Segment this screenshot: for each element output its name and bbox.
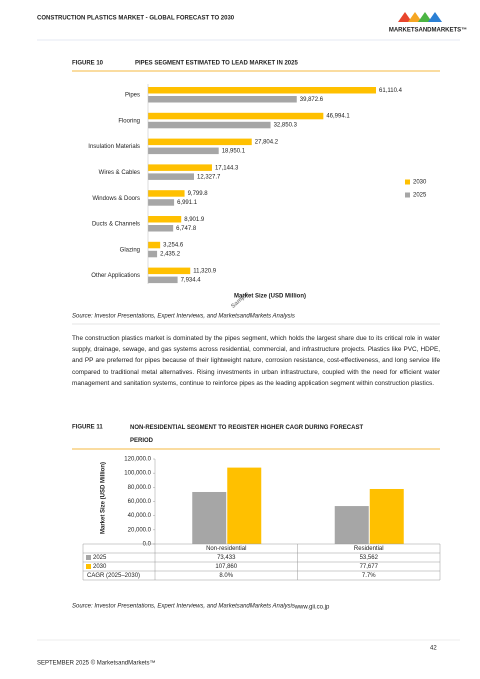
figure-label: FIGURE 11 [72, 425, 103, 431]
bar [148, 225, 174, 232]
value-label: 27,804.2 [255, 139, 279, 145]
title-line: NON-RESIDENTIAL SEGMENT TO REGISTER HIGH… [130, 425, 363, 431]
value-label: 61,110.4 [379, 88, 403, 94]
value-label: 2,435.2 [160, 252, 181, 258]
bar [192, 491, 227, 544]
bar [148, 267, 191, 275]
value-label: 18,950.1 [222, 148, 246, 154]
bar [148, 138, 252, 146]
bar [148, 216, 182, 223]
paragraph: The construction plastics market is domi… [72, 335, 440, 387]
legend-label: 2025 [413, 193, 427, 199]
category-label: Glazing [120, 247, 140, 253]
y-tick-label: 120,000.0 [124, 457, 151, 463]
category-label: Insulation Materials [88, 144, 140, 150]
category-label: Flooring [118, 118, 140, 124]
value-label: 8,901.9 [184, 217, 205, 223]
bar [148, 121, 271, 129]
value-label: 6,747.8 [176, 226, 197, 232]
bar [148, 241, 161, 249]
table-row-label: CAGR (2025–2030) [87, 573, 140, 579]
bar [227, 467, 262, 544]
table-cell: 73,433 [217, 555, 236, 561]
value-label: 6,991.1 [177, 200, 198, 206]
value-label: 17,144.3 [215, 165, 239, 171]
table-cell: 107,860 [215, 564, 237, 570]
bar [148, 87, 376, 94]
table-cell: 77,677 [360, 564, 379, 570]
table-cell: 8.0% [219, 573, 233, 579]
table-cell: 7.7% [362, 573, 376, 579]
bar [148, 96, 297, 103]
bar [369, 488, 404, 544]
table-cell: 53,562 [360, 555, 379, 561]
x-axis-label: Market Size (USD Million) [234, 294, 306, 300]
footer-text: SEPTEMBER 2025 © MarketsandMarkets™ [37, 660, 155, 667]
category-label: Ducts & Channels [92, 222, 140, 228]
value-label: 7,934.4 [181, 277, 202, 283]
source: Source: Investor Presentations, Expert I… [72, 314, 295, 320]
value-label: 3,254.6 [163, 243, 184, 249]
y-tick-label: 40,000.0 [128, 513, 152, 519]
category-label: Other Applications [91, 273, 140, 279]
bar [148, 250, 158, 258]
category-label: Wires & Cables [99, 170, 140, 176]
y-tick-label: 100,000.0 [124, 471, 151, 477]
header-title: CONSTRUCTION PLASTICS MARKET - GLOBAL FO… [37, 16, 235, 22]
legend-swatch [405, 192, 410, 198]
value-label: 11,320.9 [193, 268, 217, 274]
legend-label: 2030 [413, 180, 427, 186]
logo-icon [398, 12, 442, 22]
title-line: PERIOD [130, 438, 154, 444]
bar [148, 173, 194, 180]
legend-label: 2025 [93, 555, 107, 561]
table-header: Residential [354, 546, 384, 552]
figure-label: FIGURE 10 [72, 61, 104, 67]
bar [334, 506, 369, 544]
legend-label: 2030 [93, 564, 107, 570]
figure-title: PIPES SEGMENT ESTIMATED TO LEAD MARKET I… [135, 61, 298, 67]
y-tick-label: 60,000.0 [128, 499, 152, 505]
category-label: Windows & Doors [92, 196, 140, 202]
figure-title: NON-RESIDENTIAL SEGMENT TO REGISTER HIGH… [130, 425, 363, 444]
bar [148, 147, 219, 155]
bar [148, 199, 175, 206]
value-label: 32,850.3 [274, 123, 298, 129]
value-label: 9,799.8 [188, 191, 209, 197]
y-tick-label: 0.0 [143, 542, 152, 548]
bar [148, 164, 212, 171]
table-header: Non-residential [206, 546, 246, 552]
legend-swatch [86, 555, 91, 560]
category-label: Pipes [125, 93, 140, 99]
value-label: 39,872.6 [300, 97, 324, 103]
legend-swatch [405, 179, 410, 185]
value-label: 46,994.1 [326, 114, 350, 120]
y-tick-label: 20,000.0 [128, 527, 152, 533]
legend-swatch [86, 564, 91, 569]
source: Source: Investor Presentations, Expert I… [72, 604, 295, 610]
bar [148, 190, 185, 197]
y-tick-label: 80,000.0 [128, 485, 152, 491]
bar [148, 276, 178, 284]
logo-text: MARKETSANDMARKETS™ [389, 27, 467, 34]
y-axis-label: Market Size (USD Million) [101, 462, 107, 534]
value-label: 12,327.7 [197, 174, 221, 180]
page-number: 42 [430, 646, 437, 652]
bar [148, 112, 324, 120]
